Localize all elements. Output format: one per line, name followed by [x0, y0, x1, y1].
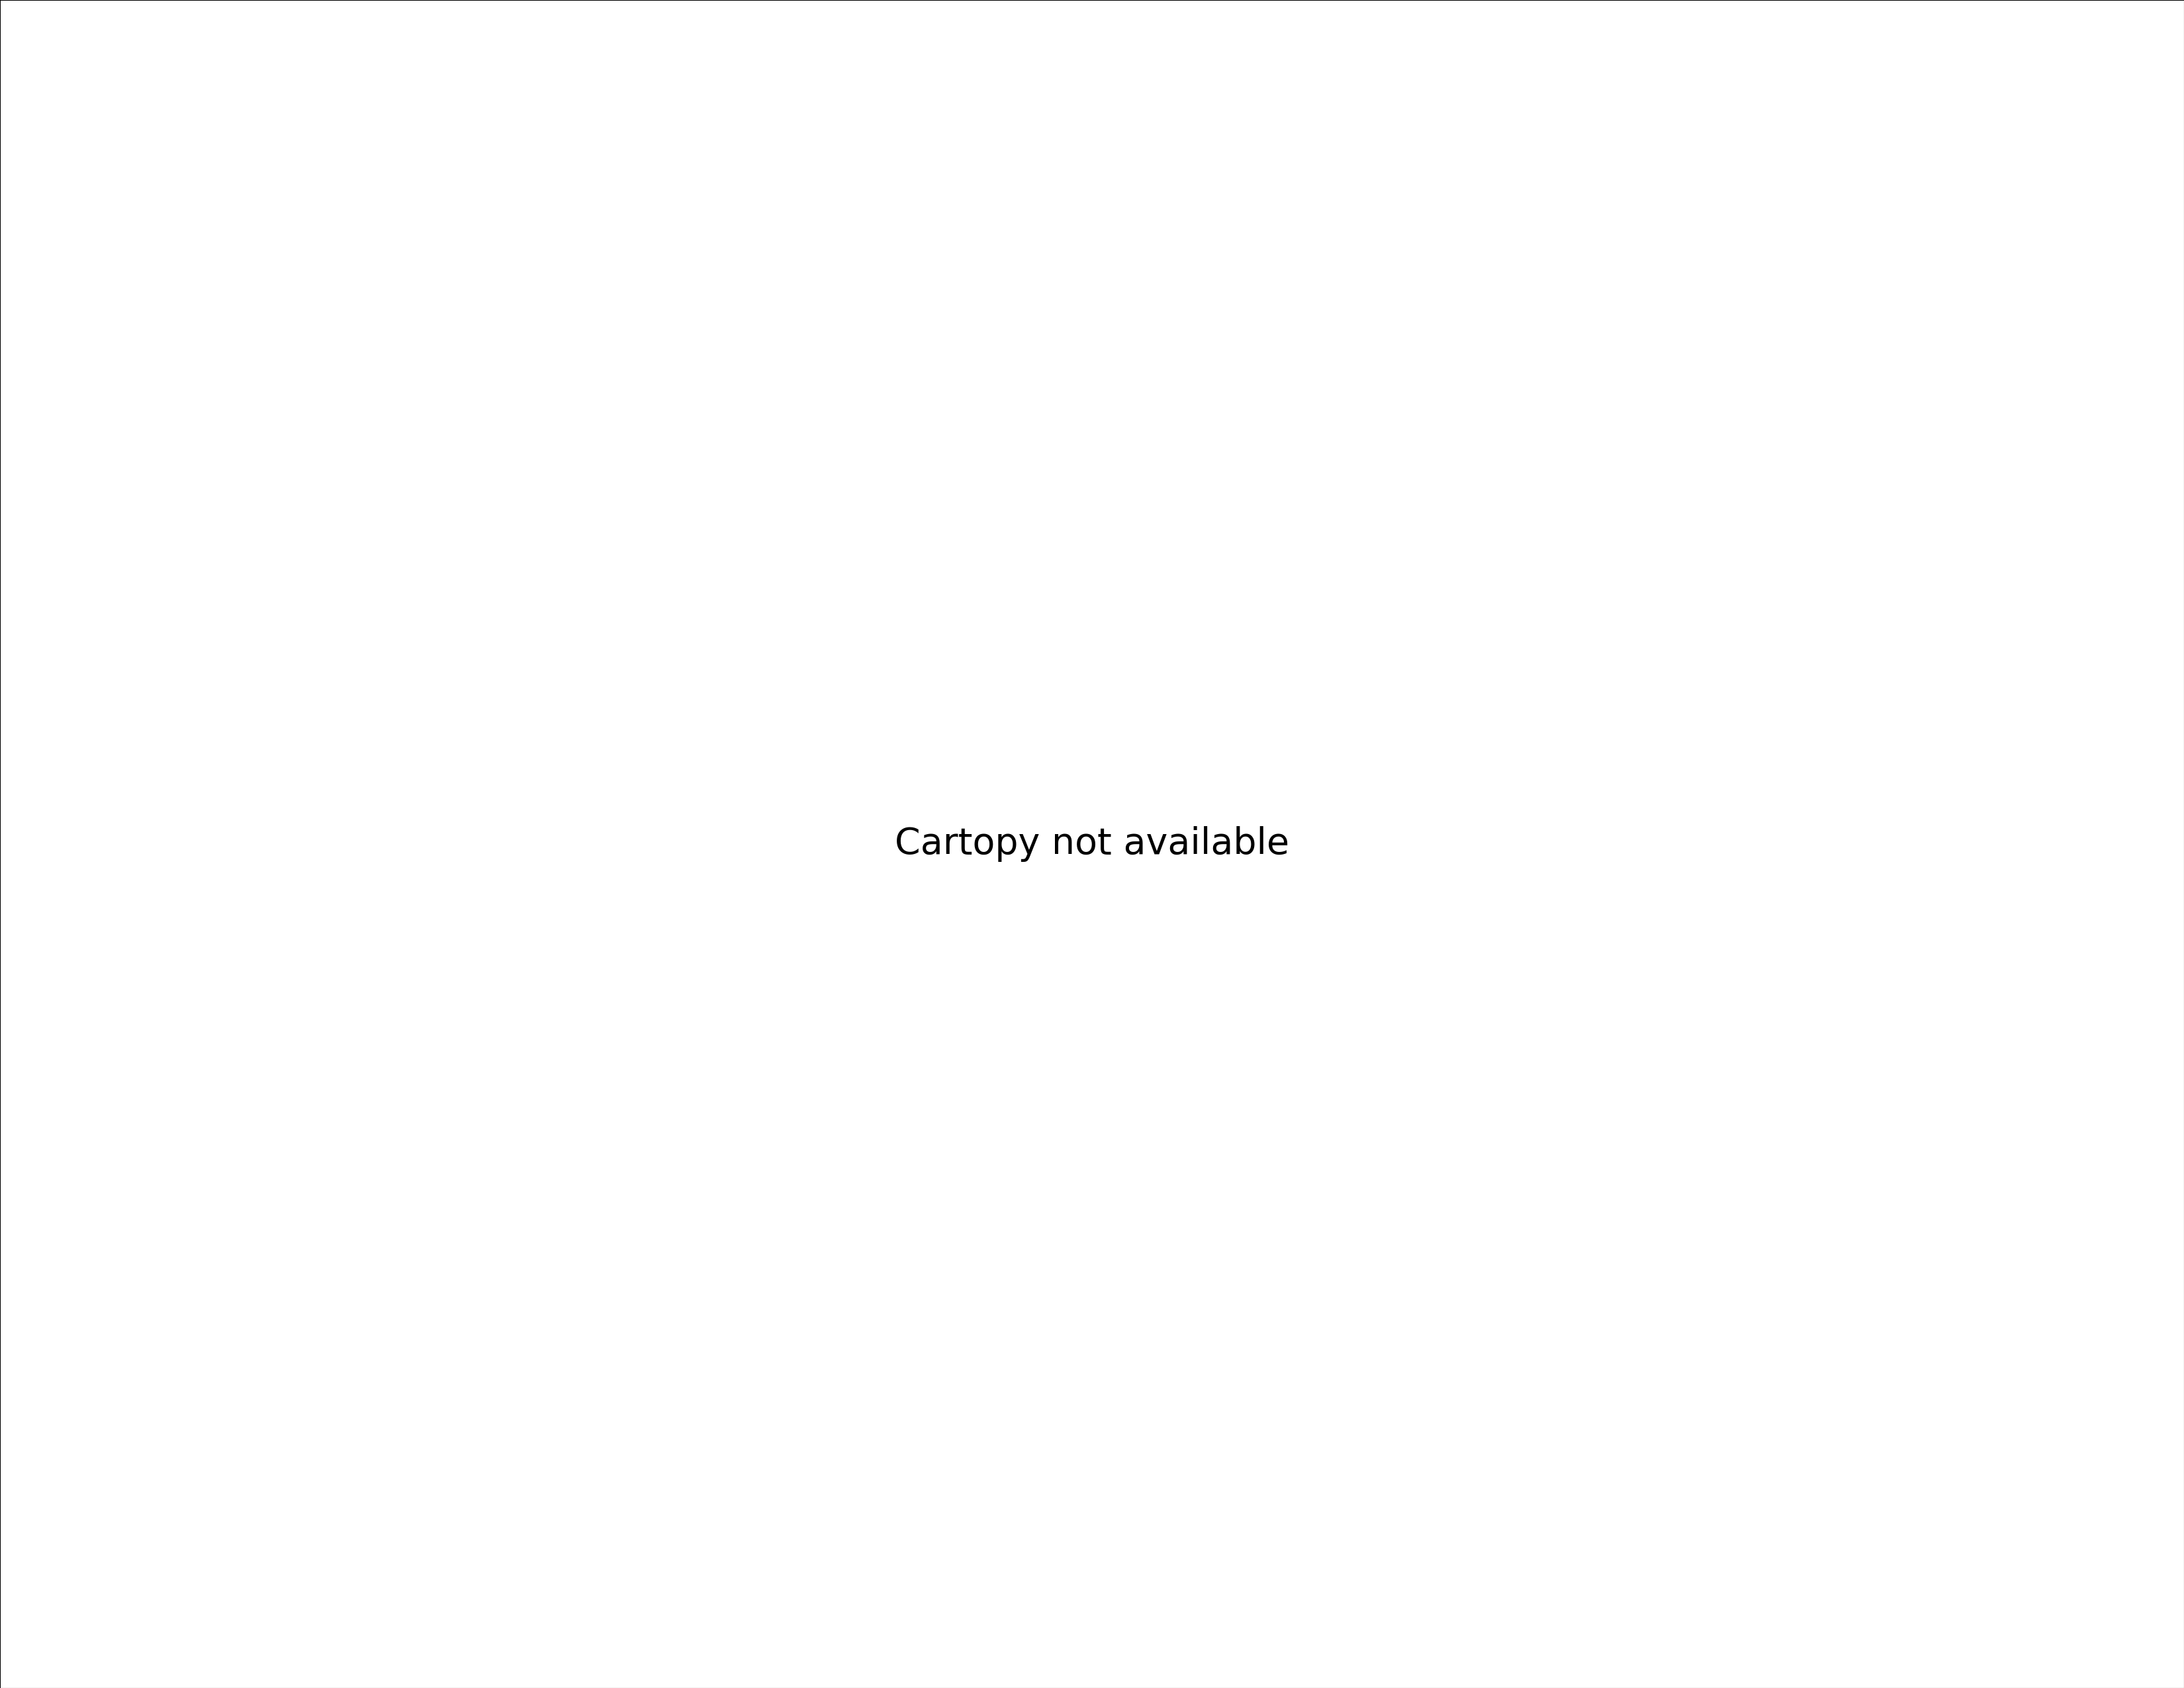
Text: Cartopy not available: Cartopy not available [895, 825, 1289, 863]
